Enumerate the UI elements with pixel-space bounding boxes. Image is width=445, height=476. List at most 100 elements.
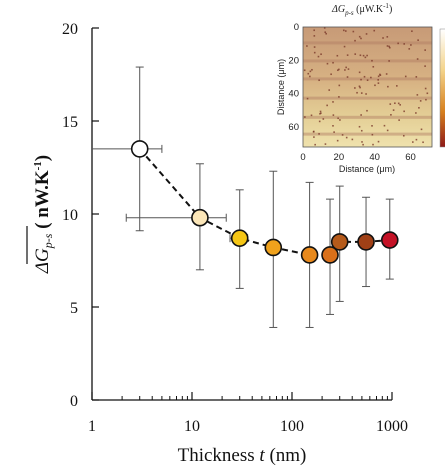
inset-texture (303, 27, 432, 146)
y-tick-label: 10 (62, 207, 78, 224)
data-point (321, 246, 339, 264)
inset-dot (346, 54, 349, 56)
data-point (230, 229, 249, 247)
inset-streak (303, 115, 432, 119)
inset-dot (388, 60, 390, 62)
inset-dot (362, 54, 365, 57)
inset-dot (360, 92, 363, 94)
inset-dot (388, 46, 391, 49)
y-label-delta: ΔG (32, 248, 53, 274)
inset-x-label: Distance (μm) (339, 164, 395, 174)
inset-dot (386, 36, 389, 38)
inset-dot (347, 68, 350, 70)
inset-dot (345, 66, 347, 69)
y-label-sub: p-s (41, 233, 55, 249)
inset-dot (392, 109, 395, 111)
inset-dot (358, 35, 361, 38)
inset-dot (337, 117, 339, 120)
inset-map (303, 27, 432, 147)
inset-dot (354, 39, 356, 42)
inset-dot (398, 119, 400, 121)
inset-y-tick-label: 20 (288, 55, 299, 66)
inset-dot (360, 129, 363, 132)
inset-dot (396, 85, 398, 87)
y-tick-label: 5 (70, 300, 78, 317)
inset-dot (385, 73, 388, 75)
data-point (357, 233, 375, 251)
inset-title-delta: ΔG (331, 4, 345, 15)
inset-dot (366, 54, 368, 57)
inset-dot (370, 76, 372, 79)
inset-dot (311, 68, 313, 71)
inset-dot (333, 131, 335, 133)
inset-dot (332, 125, 334, 127)
inset-dot (352, 30, 355, 33)
inset-x-tick-label: 40 (369, 152, 380, 163)
inset-dot (417, 39, 419, 41)
x-tick-label: 100 (280, 418, 304, 435)
inset-dot (425, 98, 427, 101)
inset-dot (359, 54, 362, 57)
inset-dot (306, 45, 308, 47)
inset-dot (324, 31, 327, 34)
inset-dot (360, 78, 362, 81)
inset-dot (307, 72, 310, 75)
inset-title-unit: (μW.K (354, 4, 384, 15)
inset-dot (424, 65, 426, 67)
trend-line (138, 148, 390, 256)
inset-dot (343, 45, 346, 48)
inset-frame (302, 26, 433, 148)
inset-dot (419, 100, 422, 102)
inset-dot (420, 128, 423, 131)
inset-dot (404, 75, 407, 78)
inset-dot (344, 69, 346, 71)
inset-dot (345, 136, 348, 139)
inset-title-close: ) (389, 4, 392, 15)
inset-y-label: Distance (μm) (276, 59, 286, 115)
inset-dot (328, 89, 331, 91)
inset-dot (312, 130, 315, 133)
data-points (130, 140, 399, 264)
inset-dot (397, 102, 400, 105)
inset-dot (371, 133, 374, 136)
inset-dot (339, 119, 341, 121)
y-tick-label: 15 (62, 114, 78, 131)
inset-ticks: 0 20 40 60 0 20 40 60 (288, 22, 415, 163)
inset-streak (303, 59, 432, 63)
inset-dot (394, 102, 396, 105)
inset-dot (422, 141, 424, 144)
inset-dot (338, 68, 340, 71)
inset-x-tick-label: 0 (300, 152, 305, 163)
inset-streak (303, 77, 432, 81)
inset-dot (332, 101, 334, 103)
inset-dot (383, 124, 386, 127)
inset-dot (336, 54, 339, 57)
inset-dot (399, 104, 401, 106)
inset-streak (303, 41, 432, 45)
inset-dot (374, 84, 376, 87)
y-tick-label: 20 (62, 21, 78, 38)
inset-dot (309, 70, 312, 73)
inset-dot (416, 94, 419, 96)
data-point (300, 246, 319, 264)
inset-dot (382, 37, 384, 39)
inset-dot (415, 138, 418, 141)
inset-dot (390, 113, 392, 116)
inset-dot (387, 85, 389, 88)
inset-dot (303, 69, 306, 72)
inset-dot (379, 73, 381, 76)
inset-streak (303, 132, 432, 136)
inset-dot (412, 141, 414, 143)
inset-dot (415, 76, 418, 78)
inset-dot (372, 143, 374, 146)
inset-dot (358, 85, 361, 88)
inset-dot (418, 106, 420, 109)
inset-title-sub: p-s (344, 9, 354, 17)
inset-dot (323, 27, 326, 29)
inset-title: ΔGp-s (μW.K-1) (331, 2, 392, 17)
y-label-unit: ( nW.K (32, 170, 53, 233)
inset-dot (361, 141, 363, 143)
inset-dot (415, 112, 417, 114)
inset-dot (416, 58, 419, 60)
